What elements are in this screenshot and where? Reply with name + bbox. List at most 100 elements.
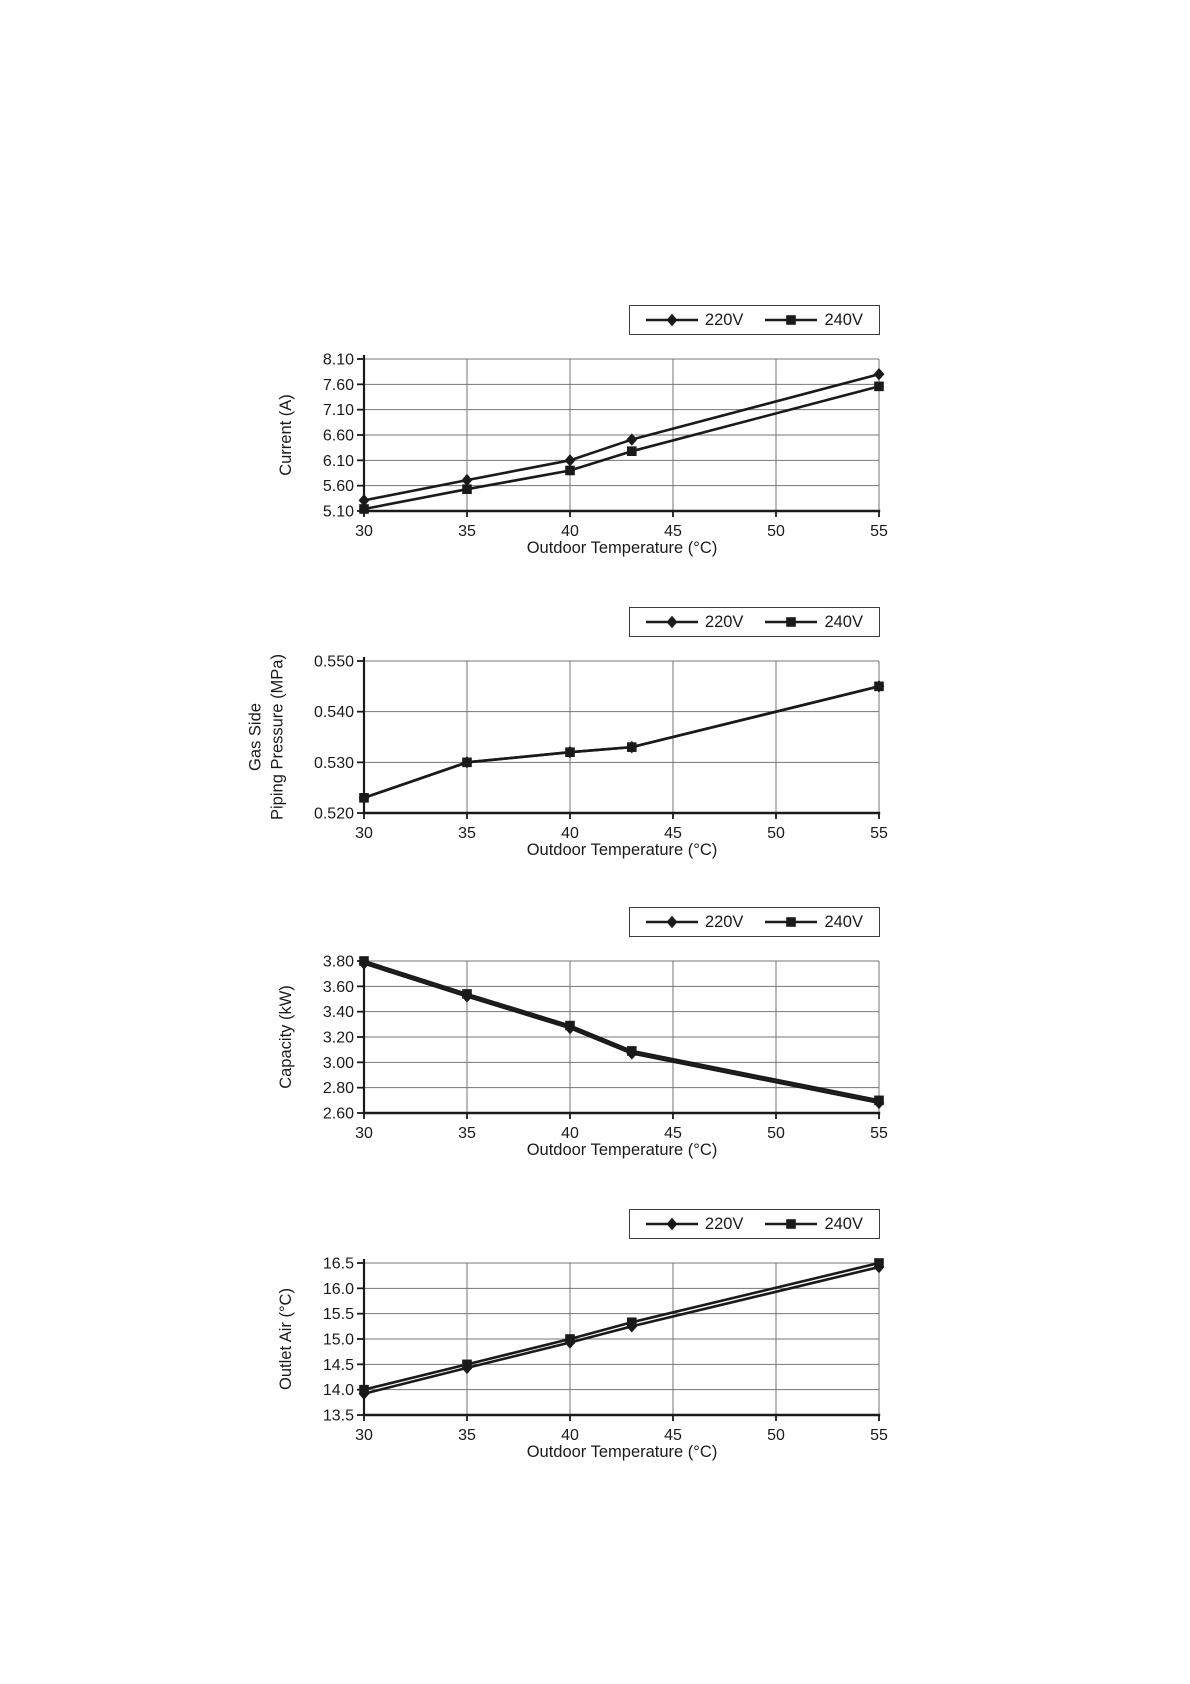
data-point-square xyxy=(359,956,369,966)
y-tick-label: 0.550 xyxy=(314,654,354,671)
square-marker-icon xyxy=(765,617,818,627)
y-tick-label: 3.40 xyxy=(323,1004,354,1021)
x-tick-label: 55 xyxy=(870,1125,888,1142)
data-point-square xyxy=(786,1219,797,1229)
data-point-diamond xyxy=(358,494,370,507)
y-tick-label: 2.80 xyxy=(323,1080,354,1097)
series-line-240v xyxy=(363,1261,880,1391)
legend-label: 220V xyxy=(704,310,744,329)
series-line-220v xyxy=(363,685,880,800)
legend-item-220v: 220V xyxy=(645,1214,744,1234)
y-tick-label: 3.60 xyxy=(323,979,354,996)
diamond-marker-icon xyxy=(645,615,698,629)
x-tick-label: 55 xyxy=(870,1427,888,1444)
legend-label: 240V xyxy=(824,612,863,631)
plot-area-current: 5.10 5.60 6.10 6.60 7.10 7.60 8.10 30 35 40 45 50 55 xyxy=(323,352,888,541)
series-line-220v xyxy=(363,372,880,502)
y-axis-title: Gas Side Piping Pressure (MPa) xyxy=(246,654,287,820)
data-point-square xyxy=(359,1384,369,1395)
series-line-240v xyxy=(363,685,880,800)
y-tick-label: 0.540 xyxy=(314,704,354,721)
legend-item-240v: 240V xyxy=(765,1215,863,1234)
y-tick-label: 3.80 xyxy=(323,954,354,971)
x-tick-label: 35 xyxy=(458,1125,476,1142)
legend-label: 220V xyxy=(704,912,744,931)
data-point-square xyxy=(627,742,637,752)
y-tick-label: 13.5 xyxy=(323,1408,354,1425)
x-tick-label: 40 xyxy=(561,825,579,842)
y-tick-label: 8.10 xyxy=(323,352,354,369)
chart-outlet-air: 220V 240V 13.5 14.0 14.5 15.0 15.5 16.0 16.5 30… xyxy=(0,1209,1190,1481)
x-tick-label: 40 xyxy=(561,1427,579,1444)
x-tick-label: 50 xyxy=(767,523,785,540)
square-marker-icon xyxy=(765,315,818,325)
y-axis-title: Outlet Air (°C) xyxy=(276,1288,295,1390)
legend-item-240v: 240V xyxy=(765,913,863,932)
x-tick-label: 35 xyxy=(458,825,476,842)
series-line-240v xyxy=(363,385,880,511)
x-axis-title: Outdoor Temperature (°C) xyxy=(526,1443,718,1461)
x-tick-label: 30 xyxy=(355,1427,373,1444)
y-tick-label: 2.60 xyxy=(323,1106,354,1123)
x-tick-label: 40 xyxy=(561,523,579,540)
y-tick-label: 16.5 xyxy=(323,1256,354,1273)
legend-item-220v: 220V xyxy=(645,612,744,632)
x-tick-label: 30 xyxy=(355,523,373,540)
legend-label: 220V xyxy=(704,612,744,631)
y-tick-label: 7.10 xyxy=(323,402,354,419)
y-tick-label: 3.00 xyxy=(323,1055,354,1072)
chart-gas-side-piping-pressure: 220V 240V 0.520 0.530 0.540 0.550 30 35 40 45 50… xyxy=(0,607,1190,879)
legend-item-240v: 240V xyxy=(765,311,863,330)
data-point-square xyxy=(565,747,575,757)
data-point-square xyxy=(874,1258,884,1268)
x-tick-label: 45 xyxy=(664,523,682,540)
data-point-square xyxy=(359,793,369,803)
data-point-square xyxy=(462,484,472,495)
data-point-square xyxy=(874,681,884,692)
plot-area-outlet-air: 13.5 14.0 14.5 15.0 15.5 16.0 16.5 30 35 40 45 50 55 xyxy=(323,1256,888,1445)
legend-label: 240V xyxy=(824,1214,863,1233)
data-point-diamond xyxy=(873,368,885,381)
x-tick-label: 45 xyxy=(664,825,682,842)
legend: 220V 240V xyxy=(628,1209,880,1239)
legend-item-240v: 240V xyxy=(765,613,863,632)
data-point-square xyxy=(565,1020,575,1031)
series-line-220v xyxy=(363,1265,880,1395)
plot-area-capacity: 2.60 2.80 3.00 3.20 3.40 3.60 3.80 30 35 40 45 50 55 xyxy=(323,954,888,1143)
data-point-diamond xyxy=(626,433,638,446)
data-point-square xyxy=(462,989,472,999)
diamond-marker-icon xyxy=(645,1217,698,1231)
square-marker-icon xyxy=(765,917,818,927)
y-tick-label: 5.60 xyxy=(323,478,354,495)
x-tick-label: 45 xyxy=(664,1125,682,1142)
series-line-240v xyxy=(363,959,880,1102)
y-tick-label: 16.0 xyxy=(323,1281,354,1298)
y-tick-label: 5.10 xyxy=(323,504,354,521)
data-point-diamond xyxy=(666,615,678,629)
data-point-square xyxy=(786,315,797,325)
x-tick-label: 55 xyxy=(870,523,888,540)
data-point-diamond xyxy=(666,1217,678,1231)
data-point-square xyxy=(627,446,637,457)
x-tick-label: 50 xyxy=(767,1427,785,1444)
x-tick-label: 30 xyxy=(355,1125,373,1142)
y-axis-title: Current (A) xyxy=(276,394,295,476)
legend-label: 220V xyxy=(704,1214,744,1233)
legend-item-220v: 220V xyxy=(645,310,744,330)
legend: 220V 240V xyxy=(628,305,880,335)
legend-item-220v: 220V xyxy=(645,912,744,932)
legend: 220V 240V xyxy=(628,607,880,637)
y-tick-label: 6.10 xyxy=(323,453,354,470)
y-tick-label: 14.0 xyxy=(323,1382,354,1399)
data-point-square xyxy=(874,381,884,392)
y-tick-label: 15.5 xyxy=(323,1306,354,1323)
data-point-diamond xyxy=(564,454,576,467)
x-tick-label: 30 xyxy=(355,825,373,842)
data-point-diamond xyxy=(666,313,678,327)
chart-capacity: 220V 240V 2.60 2.80 3.00 3.20 3.40 3.60 3.80 30… xyxy=(0,907,1190,1179)
y-axis-title: Capacity (kW) xyxy=(276,985,295,1089)
data-point-diamond xyxy=(461,473,473,487)
x-tick-label: 45 xyxy=(664,1427,682,1444)
legend-label: 240V xyxy=(824,912,863,931)
data-point-diamond xyxy=(666,915,678,929)
